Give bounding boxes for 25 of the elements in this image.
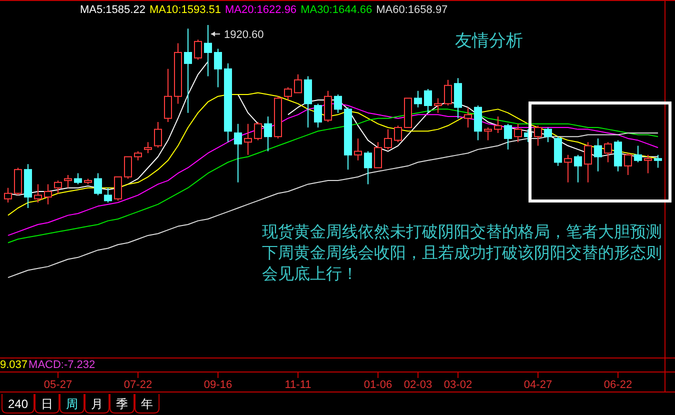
- x-tick-label: 04-27: [524, 379, 552, 391]
- text: 日: [41, 397, 54, 411]
- annotation: 1920.60: [224, 29, 264, 41]
- text: MA5:1585.22: [80, 4, 146, 16]
- text: 9.037: [0, 359, 28, 371]
- text: MA60:1658.97: [376, 4, 448, 16]
- text: MACD:-7.232: [28, 359, 96, 371]
- text: 现货黄金周线依然未打破阴阳交替的格局，笔者大胆预测下周黄金周线会收阳，且若成功打破该阴阳交替的形态则会见底上行！: [262, 223, 662, 283]
- x-tick-label: 01-06: [364, 379, 392, 391]
- text: 240: [8, 397, 28, 411]
- annotation: 友情分析: [455, 31, 523, 50]
- text: 周: [66, 397, 78, 411]
- x-tick-label: 02-03: [404, 379, 432, 391]
- x-tick-label: 03-02: [444, 379, 472, 391]
- x-tick-label: 06-22: [604, 379, 632, 391]
- text: MA20:1622.96: [225, 4, 297, 16]
- x-tick-label: 07-22: [124, 379, 152, 391]
- x-tick-label: 09-16: [204, 379, 232, 391]
- text: MA30:1644.66: [300, 4, 372, 16]
- text: 年: [141, 397, 154, 411]
- x-tick-label: 11-11: [284, 379, 312, 391]
- text: 月: [91, 397, 104, 411]
- text: MA10:1593.51: [149, 4, 221, 16]
- text: 季: [116, 397, 128, 411]
- x-tick-label: 05-27: [44, 379, 72, 391]
